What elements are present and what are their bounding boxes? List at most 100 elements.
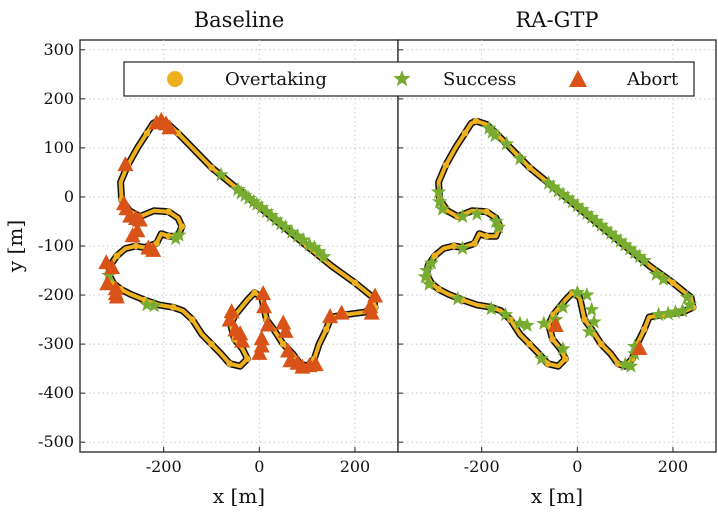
abort-point xyxy=(547,316,564,332)
abort-point xyxy=(255,285,272,301)
success-point xyxy=(246,193,262,209)
abort-point xyxy=(124,227,141,243)
success-point xyxy=(655,271,671,286)
x-tick-label: 200 xyxy=(340,457,371,476)
abort-point xyxy=(234,332,251,348)
success-point xyxy=(290,228,306,243)
success-point xyxy=(498,136,515,151)
success-point xyxy=(519,317,535,332)
abort-point xyxy=(232,325,249,341)
success-point xyxy=(682,296,698,312)
overtaking-point xyxy=(483,208,490,215)
legend-label-success: Success xyxy=(443,69,516,90)
legend-box xyxy=(123,61,695,97)
legend-marker-overtaking xyxy=(167,71,183,87)
success-point xyxy=(608,229,624,244)
overtaking-point xyxy=(174,129,182,137)
overtaking-point xyxy=(431,252,439,260)
y-tick-label: -500 xyxy=(38,432,74,451)
y-tick-label: -300 xyxy=(38,334,74,353)
success-point xyxy=(139,296,155,312)
success-point xyxy=(484,124,500,139)
overtaking-point xyxy=(323,326,330,333)
success-point xyxy=(237,187,253,202)
success-point xyxy=(622,240,638,256)
abort-point xyxy=(259,316,276,332)
legend-marker-success xyxy=(393,70,411,87)
success-point xyxy=(171,227,187,242)
success-point xyxy=(586,314,602,329)
success-point xyxy=(588,213,605,228)
success-point xyxy=(421,276,437,291)
success-point xyxy=(431,184,447,199)
chart-title-baseline: Baseline xyxy=(194,8,285,32)
overtaking-point xyxy=(461,129,469,137)
success-point xyxy=(432,193,448,209)
abort-point xyxy=(307,356,324,372)
success-point xyxy=(545,179,561,194)
success-point xyxy=(306,239,322,254)
success-point xyxy=(213,166,229,182)
overtaking-point xyxy=(483,232,490,240)
success-point xyxy=(623,358,639,373)
success-point xyxy=(560,189,576,205)
success-point xyxy=(487,127,503,143)
success-point xyxy=(488,213,504,228)
success-point xyxy=(555,341,571,356)
x-tick-label: 0 xyxy=(254,457,264,476)
y-tick-label: -100 xyxy=(38,236,74,255)
legend-label-abort: Abort xyxy=(626,69,679,90)
success-point xyxy=(536,315,552,330)
x-tick-label: 200 xyxy=(658,457,689,476)
success-point xyxy=(498,306,514,322)
overtaking-point xyxy=(641,326,648,333)
overtaking-point xyxy=(178,223,186,230)
x-axis-label-ragtp: x [m] xyxy=(531,484,583,508)
abort-point xyxy=(161,119,178,135)
success-point xyxy=(419,262,435,277)
overtaking-point xyxy=(562,355,569,363)
success-point xyxy=(603,225,619,240)
y-axis-label: y [m] xyxy=(3,220,27,273)
abort-point xyxy=(221,311,238,327)
success-point xyxy=(454,240,471,255)
success-point xyxy=(481,120,497,135)
success-point xyxy=(541,175,557,190)
success-point xyxy=(241,190,257,205)
abort-point xyxy=(251,344,268,360)
abort-point xyxy=(631,340,648,355)
abort-point xyxy=(108,288,125,304)
abort-point xyxy=(256,298,273,314)
success-point xyxy=(564,193,581,209)
panel-ragtp: -200 0 200 xyxy=(398,40,716,476)
abort-point xyxy=(98,254,115,270)
success-point xyxy=(631,248,648,264)
success-point xyxy=(627,244,643,260)
abort-point xyxy=(145,241,162,257)
success-point xyxy=(490,219,506,234)
success-point xyxy=(660,305,676,321)
overtaking-point xyxy=(526,164,533,171)
abort-point xyxy=(367,287,384,303)
abort-point xyxy=(117,156,134,172)
x-tick-label: 0 xyxy=(572,457,582,476)
overtaking-point xyxy=(132,242,140,250)
overtaking-point xyxy=(143,129,151,137)
abort-point xyxy=(333,304,350,320)
success-point xyxy=(454,208,471,223)
x-tick-label: -200 xyxy=(464,457,500,476)
y-tick-label: 300 xyxy=(43,40,74,59)
success-point xyxy=(101,267,117,282)
success-point xyxy=(612,233,628,248)
overtaking-point xyxy=(208,164,215,171)
success-point xyxy=(469,206,485,221)
series-success xyxy=(101,166,332,313)
overtaking-point xyxy=(669,279,677,286)
success-point xyxy=(569,284,585,300)
x-tick-label: -200 xyxy=(146,457,182,476)
y-tick-label: 100 xyxy=(43,138,74,157)
overtaking-point xyxy=(549,335,556,343)
series-abort xyxy=(547,316,648,355)
success-point xyxy=(636,252,652,268)
